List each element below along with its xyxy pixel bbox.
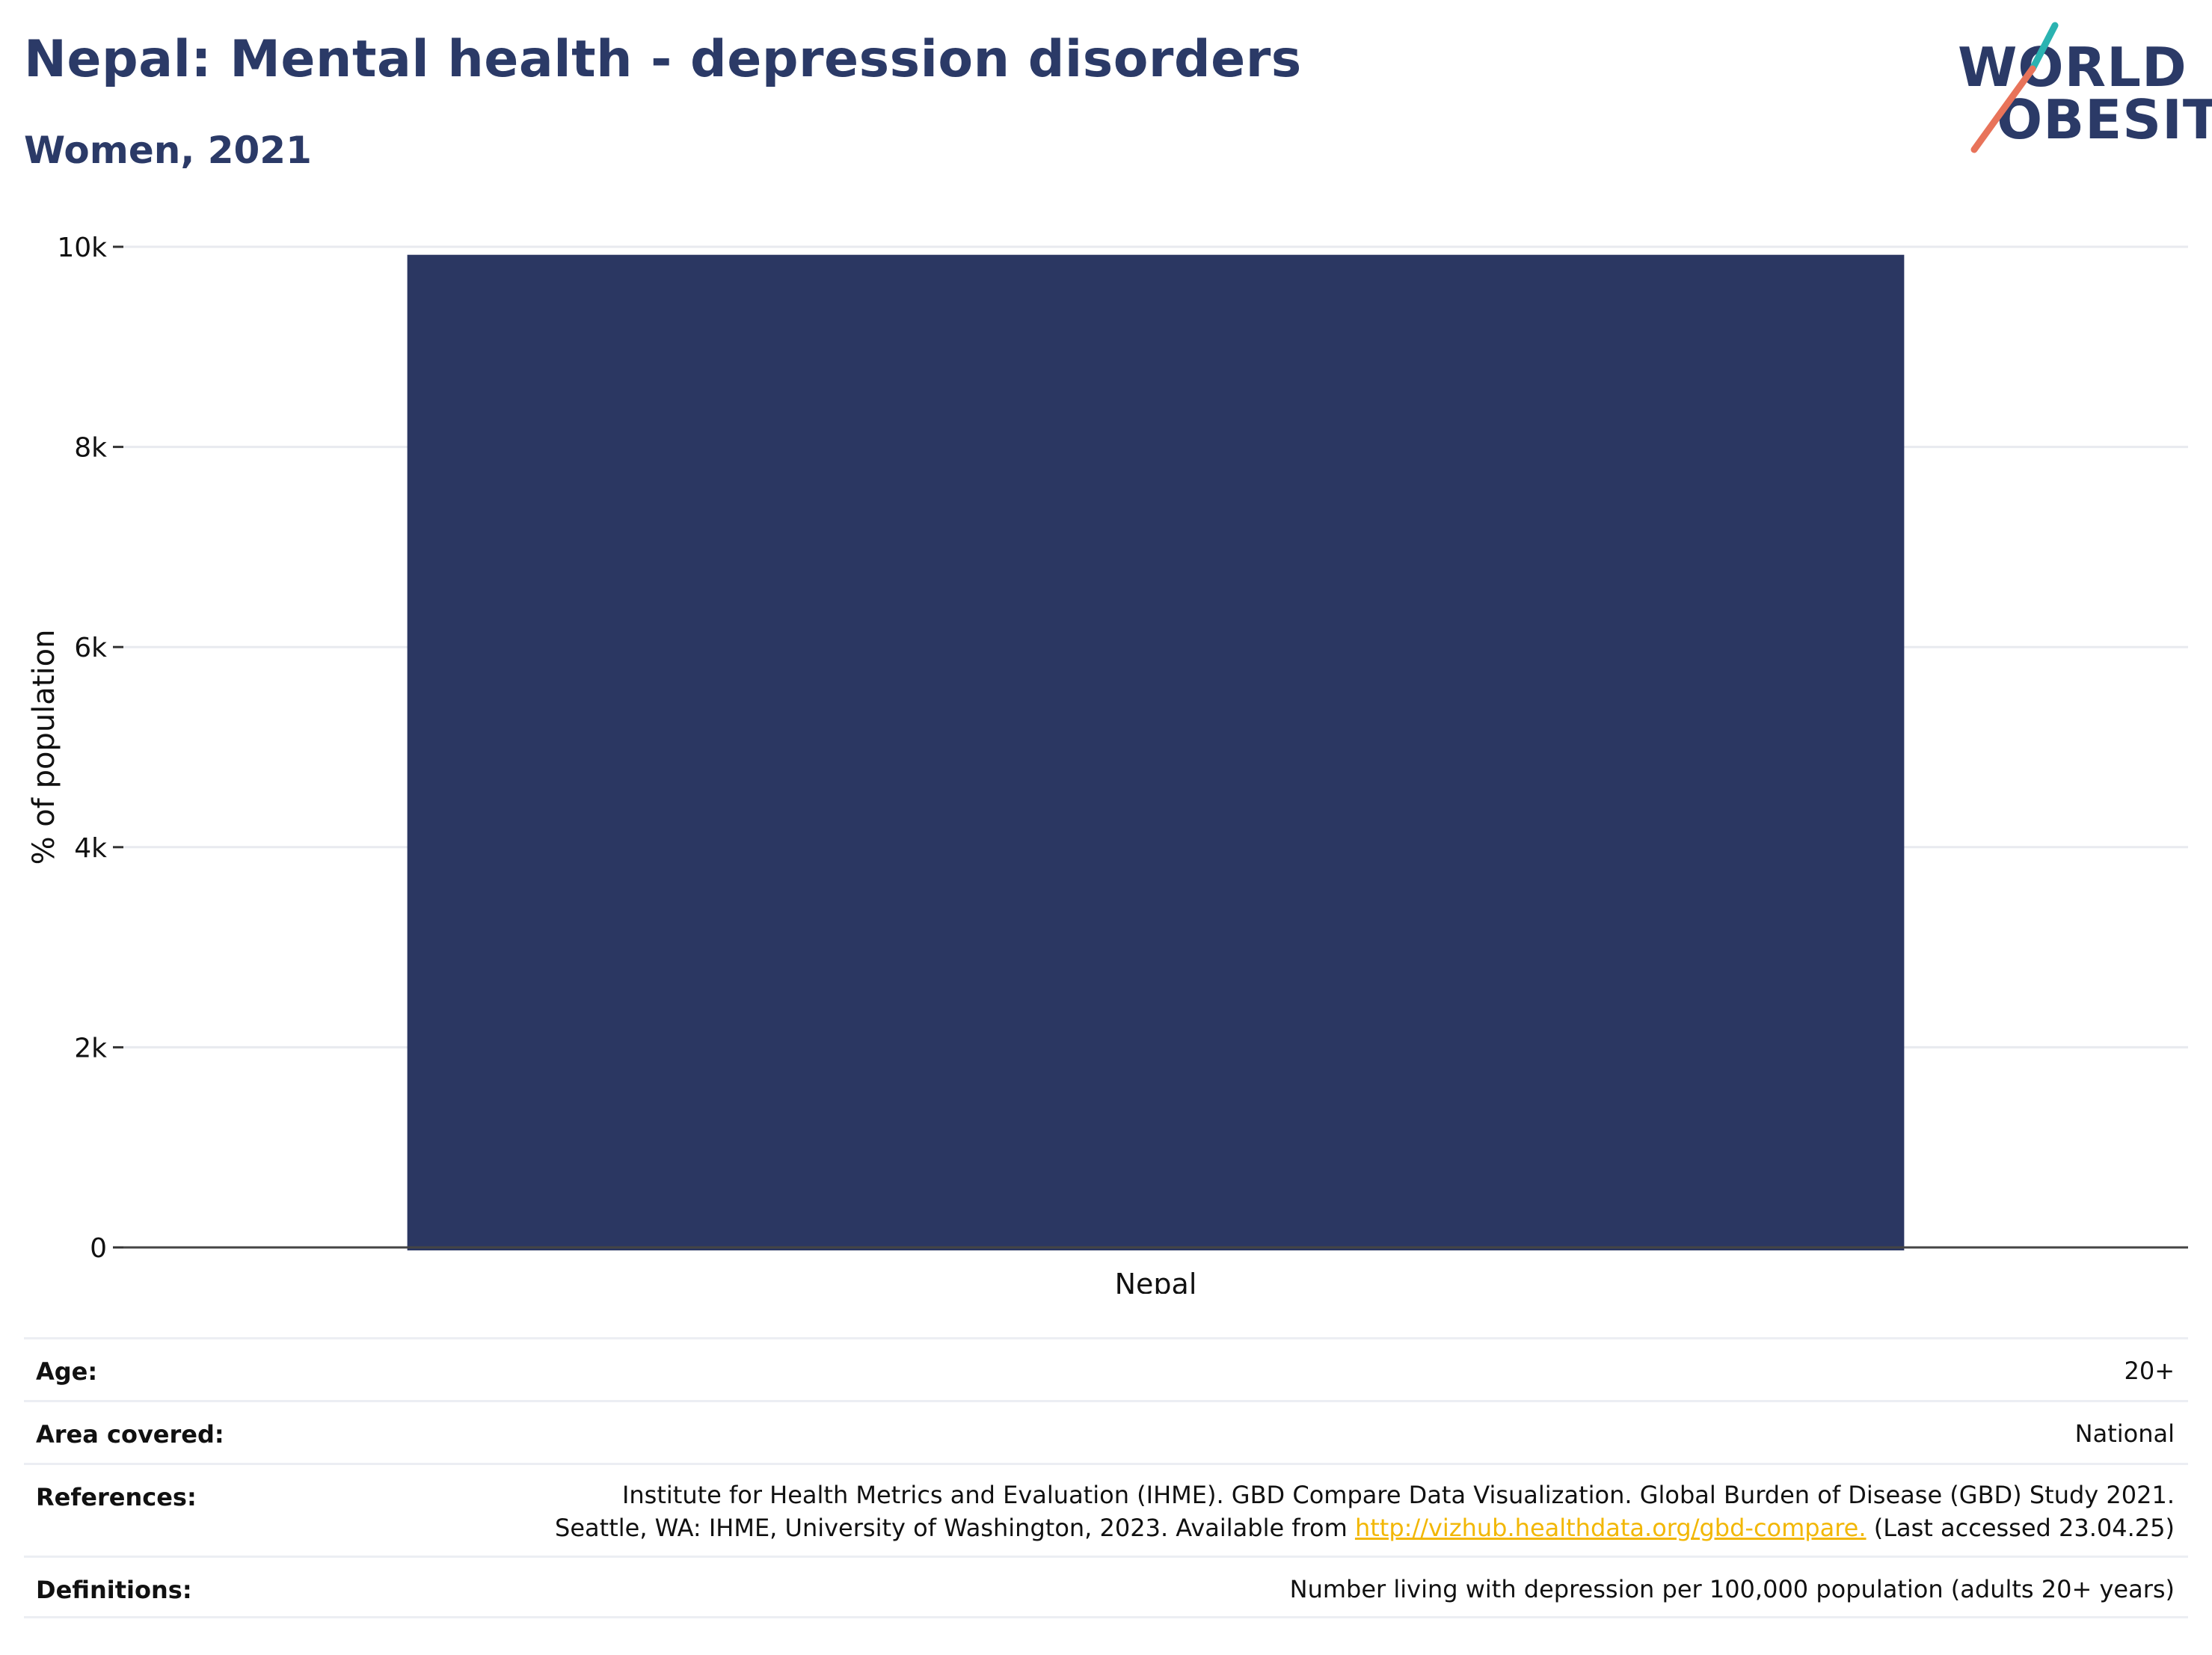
references-link[interactable]: http://vizhub.healthdata.org/gbd-compare… — [1354, 1514, 1867, 1542]
meta-row-age: Age: 20+ — [24, 1337, 2188, 1400]
x-tick-label: Nepal — [1115, 1268, 1197, 1294]
references-value: Institute for Health Metrics and Evaluat… — [555, 1479, 2175, 1544]
references-line-2-post: (Last accessed 23.04.25) — [1866, 1514, 2175, 1542]
logo-line-1: WORLD — [1958, 36, 2187, 99]
y-tick-label: 10k — [57, 233, 107, 263]
area-label: Area covered: — [36, 1420, 224, 1449]
metadata-table: Age: 20+ Area covered: National Referenc… — [24, 1337, 2188, 1618]
logo-line-2: OBESITY — [1997, 88, 2212, 151]
age-value: 20+ — [2124, 1357, 2175, 1385]
bar — [407, 254, 1905, 1251]
references-line-2-pre: Seattle, WA: IHME, University of Washing… — [555, 1514, 1355, 1542]
y-tick-label: 0 — [90, 1233, 107, 1264]
y-tick-label: 2k — [74, 1033, 107, 1063]
meta-row-references: References: Institute for Health Metrics… — [24, 1463, 2188, 1556]
references-label: References: — [36, 1483, 197, 1511]
page-subtitle: Women, 2021 — [24, 129, 312, 172]
y-tick-label: 8k — [74, 433, 107, 464]
y-axis-label: % of population — [27, 630, 61, 865]
y-tick-label: 6k — [74, 633, 107, 663]
y-tick-label: 4k — [74, 833, 107, 864]
logo-slash-icon — [1970, 22, 2059, 153]
world-obesity-logo: WORLD OBESITY — [1944, 21, 2212, 156]
references-line-2: Seattle, WA: IHME, University of Washing… — [555, 1511, 2175, 1544]
meta-row-definitions: Definitions: Number living with depressi… — [24, 1556, 2188, 1618]
definitions-value: Number living with depression per 100,00… — [1289, 1575, 2175, 1603]
references-line-1: Institute for Health Metrics and Evaluat… — [621, 1481, 2175, 1509]
definitions-label: Definitions: — [36, 1576, 192, 1604]
area-value: National — [2074, 1419, 2175, 1448]
meta-row-area: Area covered: National — [24, 1400, 2188, 1463]
bar-chart: 0 2k 4k 6k 8k 10k Nepal % of population — [27, 233, 2188, 1294]
page-title: Nepal: Mental health - depression disord… — [24, 30, 1302, 89]
age-label: Age: — [36, 1357, 98, 1386]
